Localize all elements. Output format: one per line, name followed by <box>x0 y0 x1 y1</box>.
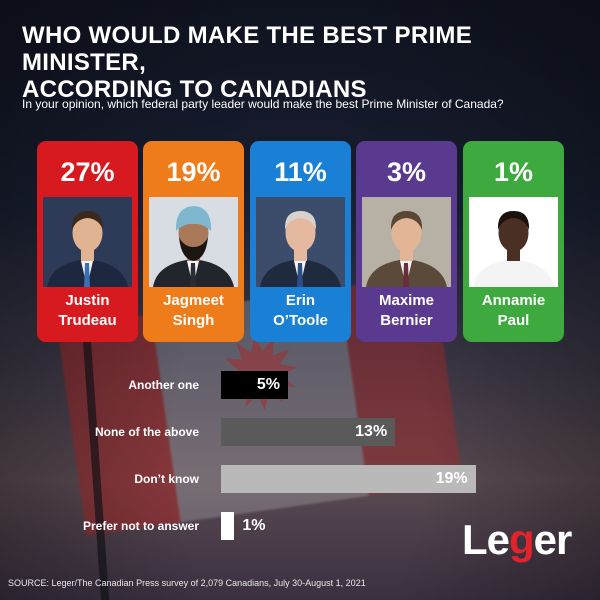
leader-name-line: Bernier <box>380 312 433 329</box>
portrait-face <box>285 214 316 252</box>
title-line-2: ACCORDING TO CANADIANS <box>22 76 367 103</box>
leader-card: 19% Jagmeet Singh <box>143 141 244 342</box>
chart-subtitle: In your opinion, which federal party lea… <box>22 97 504 111</box>
leader-percentage: 19% <box>166 157 221 187</box>
leader-name-line: Justin <box>65 292 110 309</box>
leader-card: 3% Maxime Bernier <box>356 141 457 342</box>
portrait-hair <box>284 211 317 230</box>
portrait-bernier-icon <box>362 197 451 287</box>
leader-percentage: 27% <box>60 157 115 187</box>
portrait-tie <box>190 263 196 287</box>
leader-name-line: Annamie <box>481 292 546 309</box>
leader-name: Erin O’Toole <box>250 291 351 331</box>
portrait-otoole-icon <box>256 197 345 287</box>
portrait-trudeau-icon <box>43 197 132 287</box>
leader-name: Justin Trudeau <box>37 291 138 331</box>
portrait-face <box>391 214 422 252</box>
response-label: Another one <box>128 378 199 392</box>
leader-name-line: Trudeau <box>58 312 117 329</box>
portrait-hair <box>71 211 104 230</box>
response-label: Prefer not to answer <box>82 519 199 533</box>
leader-card: 11% Erin O’Toole <box>250 141 351 342</box>
response-bar <box>221 371 288 399</box>
portrait-turban <box>175 206 212 231</box>
title-line-1: WHO WOULD MAKE THE BEST PRIME MINISTER, <box>22 22 473 76</box>
leader-name-line: Erin <box>285 292 316 309</box>
source-note: SOURCE: Leger/The Canadian Press survey … <box>8 578 366 588</box>
response-value: 13% <box>355 423 388 440</box>
leader-portrait <box>43 197 132 287</box>
leger-logo: Leger <box>462 516 573 564</box>
leader-percentage: 11% <box>274 157 327 187</box>
response-value: 19% <box>435 470 468 487</box>
portrait-singh-icon <box>149 197 238 287</box>
leader-portrait <box>256 197 345 287</box>
portrait-hair <box>497 211 530 230</box>
leader-name-line: Maxime <box>378 292 435 309</box>
leader-portrait <box>149 197 238 287</box>
leader-card: 27% Justin Trudeau <box>37 141 138 342</box>
portrait-hair <box>390 211 423 230</box>
chart-title: WHO WOULD MAKE THE BEST PRIME MINISTER, … <box>22 22 582 103</box>
leader-name-line: Jagmeet <box>163 292 224 309</box>
leader-percentage: 3% <box>386 157 427 187</box>
response-label: Don’t know <box>134 472 199 486</box>
logo-accent-g: g <box>509 516 535 563</box>
logo-text-2: er <box>533 516 573 563</box>
leader-name-line: O’Toole <box>273 312 328 329</box>
leader-card: 1% Annamie Paul <box>463 141 564 342</box>
leader-name: Maxime Bernier <box>356 291 457 331</box>
response-bar <box>221 418 396 446</box>
leader-percentage: 1% <box>493 157 534 187</box>
leader-name: Annamie Paul <box>463 291 564 331</box>
leader-name: Jagmeet Singh <box>143 291 244 331</box>
response-bar <box>221 465 476 493</box>
portrait-face <box>72 214 103 252</box>
portrait-tie <box>84 263 90 287</box>
portrait-face <box>498 214 529 252</box>
leader-portrait <box>362 197 451 287</box>
response-label: None of the above <box>94 425 199 439</box>
leader-name-line: Paul <box>497 312 530 329</box>
portrait-tie <box>297 263 303 287</box>
portrait-tie <box>403 263 409 287</box>
leader-portrait <box>469 197 558 287</box>
portrait-shoulders <box>473 259 554 287</box>
leader-name-line: Singh <box>172 312 215 329</box>
portrait-paul-icon <box>469 197 558 287</box>
response-bar <box>221 512 235 540</box>
portrait-beard <box>179 237 208 261</box>
logo-text-1: Le <box>462 516 510 563</box>
response-value: 5% <box>256 376 280 393</box>
response-value: 1% <box>242 517 266 534</box>
